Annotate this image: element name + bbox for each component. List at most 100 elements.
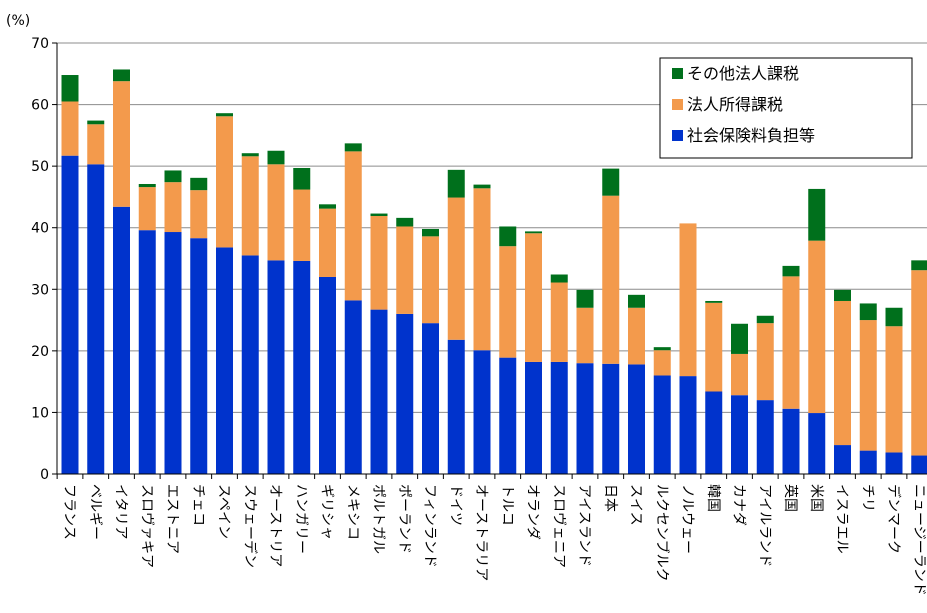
bar-segment-1 [731,395,748,474]
bar-segment-3 [731,323,748,354]
category-label: オランダ [525,484,541,540]
bar-segment-1 [164,232,182,474]
bar-segment-1 [525,361,542,474]
bar-segment-2 [731,353,748,396]
bar-segment-2 [61,101,79,156]
bar-segment-3 [859,303,877,321]
category-label: ノルウェー [679,484,695,554]
bar-segment-2 [628,307,645,365]
bar-segment-3 [447,169,465,198]
y-tick-label: 0 [40,467,49,483]
category-label: ドイツ [447,484,463,526]
category-label: ニュージーランド [911,484,927,596]
bar-segment-3 [576,289,594,308]
bar-segment-3 [499,226,517,247]
legend-swatch [672,130,683,141]
bar-segment-1 [911,455,927,474]
bar-segment-2 [653,350,671,376]
bar-segment-1 [808,413,826,474]
category-label: ハンガリー [293,484,309,554]
bar-segment-1 [576,363,594,474]
bar-segment-2 [241,156,259,256]
legend-swatch [672,99,683,110]
bar-segment-3 [370,213,388,217]
bar-segment-1 [267,260,285,474]
bar-segment-1 [396,313,414,474]
bar-segment-1 [138,230,156,474]
bar-segment-2 [705,302,723,392]
bar-segment-1 [422,323,439,474]
bar-segment-2 [885,326,903,453]
bar-segment-2 [550,282,568,362]
bar-segment-1 [370,309,388,474]
x-axis-category-labels: フランス ベルギー イタリア スロヴァキア エストニア チェコ スペイン スウェーデン オースト… [56,474,927,596]
category-label: エストニア [164,484,180,554]
y-tick-label: 60 [31,98,49,114]
bar-segment-1 [679,376,697,474]
bar-segment-1 [602,363,620,474]
category-label: ギリシャ [319,484,335,540]
bar-segment-3 [911,260,927,271]
category-label: アイスランド [576,484,592,567]
category-label: 韓国 [705,484,721,512]
y-tick-label: 20 [31,344,49,360]
bar-segment-3 [87,120,105,125]
category-label: スイス [628,484,644,526]
bar-segment-3 [319,204,336,209]
bar-segment-2 [87,124,105,165]
legend-swatch [672,68,683,79]
bar-segment-1 [61,155,79,474]
category-label: スロヴァキア [138,484,155,568]
bar-segment-1 [87,164,105,474]
category-label: ルクセンブルク [653,484,670,582]
bar-segment-3 [525,231,542,234]
category-label: ポーランド [396,484,412,554]
bar-segment-1 [756,400,774,474]
bar-segment-1 [499,357,517,474]
bar-segment-3 [190,177,208,191]
bar-segment-2 [370,216,388,310]
bar-segment-1 [190,238,208,474]
category-label: フランス [61,484,77,540]
bar-segment-3 [138,183,156,188]
bars [61,69,927,474]
bar-segment-3 [782,265,800,277]
y-tick-label: 30 [31,282,49,298]
bar-segment-1 [705,391,723,474]
bar-segment-3 [422,228,439,237]
category-label: ポルトガル [370,484,386,554]
legend-label: その他法人課税 [687,64,799,83]
bar-segment-1 [216,247,233,474]
category-label: メキシコ [344,484,360,540]
bar-segment-3 [396,217,414,227]
bar-segment-2 [190,190,208,239]
bar-segment-1 [344,300,362,474]
category-label: デンマーク [885,484,902,554]
category-label: オーストリア [267,484,283,567]
bar-segment-2 [602,195,620,364]
category-label: イスラエル [834,484,850,554]
y-tick-label: 40 [31,221,49,237]
category-label: スウェーデン [241,484,258,568]
bar-segment-2 [138,187,156,231]
bar-segment-2 [499,246,517,358]
bar-segment-2 [756,323,774,401]
bar-segment-2 [525,233,542,362]
category-label: オーストラリア [473,484,489,581]
category-label: チェコ [190,484,206,526]
y-axis-ticks: 0 10 20 30 40 50 60 70 [31,36,57,483]
legend-label: 法人所得課税 [687,95,783,114]
bar-segment-1 [782,408,800,474]
bar-segment-2 [293,189,311,261]
bar-segment-2 [319,208,336,277]
category-label: アイルランド [756,484,772,567]
category-label: イタリア [113,484,129,539]
bar-segment-3 [705,300,723,303]
bar-segment-3 [885,307,903,327]
bar-segment-2 [679,223,697,377]
bar-segment-3 [241,153,259,157]
category-label: 米国 [808,484,824,512]
bar-segment-3 [756,315,774,324]
bar-segment-2 [396,226,414,314]
